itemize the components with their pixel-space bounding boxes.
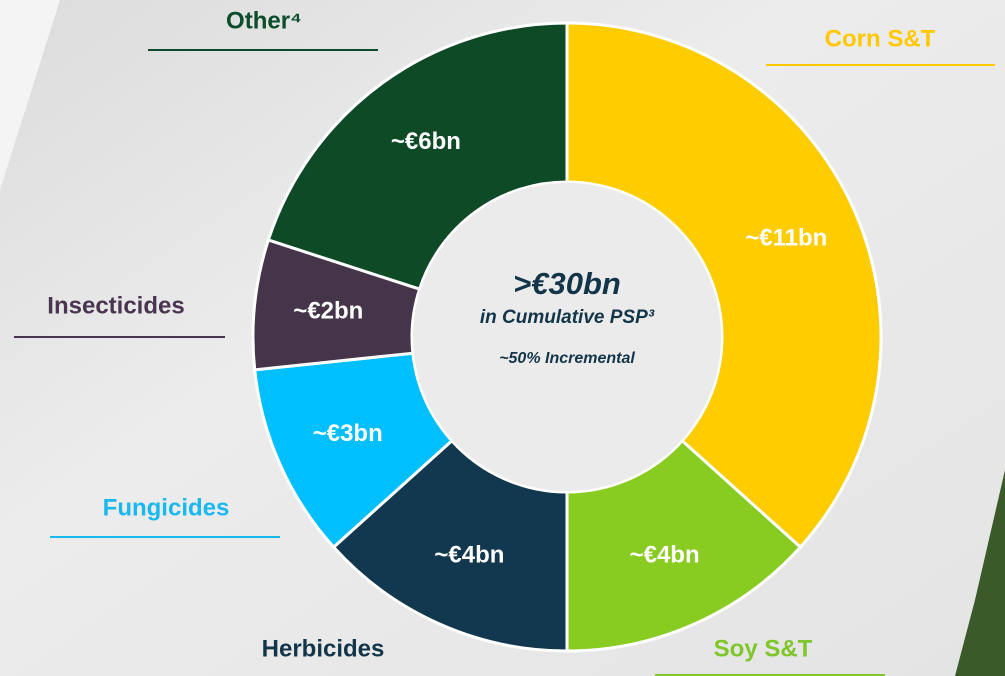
category-label: Insecticides	[47, 292, 184, 319]
center-note: ~50% Incremental	[499, 350, 635, 367]
category-label: Fungicides	[103, 494, 230, 521]
center-subtitle: in Cumulative PSP³	[480, 307, 655, 328]
donut-hole	[413, 183, 721, 491]
value-label: ~€11bn	[745, 225, 827, 252]
chart: >€30bn in Cumulative PSP³ ~50% Increment…	[0, 0, 1005, 676]
value-label: ~€2bn	[293, 297, 363, 324]
value-label: ~€4bn	[434, 542, 504, 569]
category-label: Corn S&T	[825, 25, 936, 52]
category-label: Other⁴	[226, 7, 302, 34]
center-title: >€30bn	[513, 266, 621, 301]
category-label: Herbicides	[262, 635, 385, 662]
value-label: ~€4bn	[630, 542, 700, 569]
value-label: ~€3bn	[313, 420, 383, 447]
category-label: Soy S&T	[714, 635, 813, 662]
value-label: ~€6bn	[391, 128, 461, 155]
